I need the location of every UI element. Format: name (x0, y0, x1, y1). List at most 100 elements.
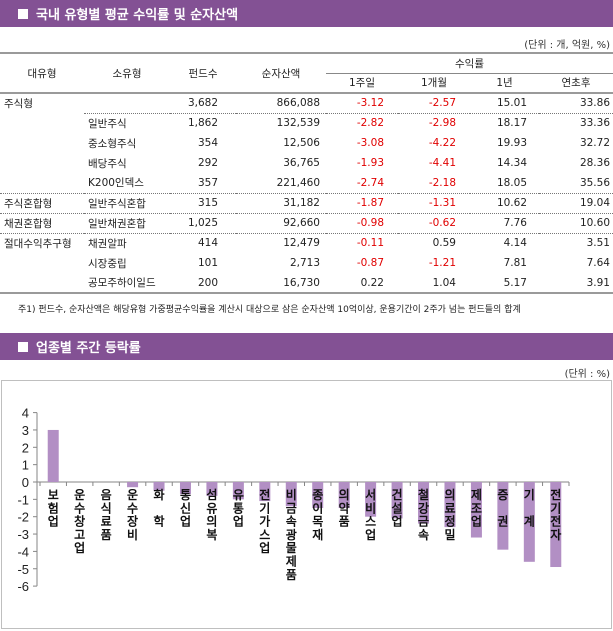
cell-return-1week: -2.74 (326, 173, 398, 194)
y-tick-label: 0 (22, 475, 29, 490)
cell-net-assets: 31,182 (236, 193, 326, 214)
x-category-label: 업 (365, 528, 376, 542)
x-category-label: 학 (154, 514, 165, 529)
x-category-label: 목 (312, 515, 323, 529)
cell-return-1month: -4.41 (428, 157, 456, 169)
x-category-label: 밀 (444, 528, 455, 542)
cell-return-1year: 19.93 (496, 137, 527, 149)
y-tick-label: 2 (22, 440, 29, 455)
cell-fund-count: 3,682 (170, 93, 236, 114)
x-category-label: 전 (259, 487, 270, 502)
cell-fund-count: 1,025 (170, 213, 236, 234)
footnote: 주1) 펀드수, 순자산액은 해당유형 가중평균수익률을 계산시 대상으로 삼은… (18, 305, 521, 315)
cell-minor-type: 일반주식혼합 (84, 193, 170, 214)
section-title-fund-returns: 국내 유형별 평균 수익률 및 순자산액 (0, 0, 613, 27)
cell-major-type (0, 173, 84, 194)
x-category-label: 복 (206, 528, 217, 542)
cell-major-type (0, 253, 84, 273)
x-category-label: 업 (233, 515, 244, 529)
cell-minor-type: 채권알파 (88, 237, 127, 250)
x-category-label: 운 (74, 487, 85, 502)
cell-minor-type: 일반주식 (88, 117, 127, 130)
cell-return-ytd: 33.86 (539, 93, 613, 114)
x-category-label: 금 (286, 501, 297, 515)
cell-major-type (0, 153, 84, 173)
cell-return-1week: -2.82 (356, 117, 384, 130)
cell-minor-type: 공모주하이일드 (84, 273, 170, 294)
x-category-label: 음 (101, 487, 112, 502)
cell-return-1year: 15.01 (470, 93, 539, 114)
bar-chart: 43210-1-2-3-4-5-6보험업운수창고업음식료품운수장비화학통신업섬유… (17, 406, 570, 594)
table-row: 일반주식 1,862 132,539 -2.82 -2.98 18.17 33.36 (0, 113, 613, 133)
x-category-label: 기 (550, 500, 561, 515)
x-category-label: 전 (550, 514, 561, 529)
cell-major-type: 주식혼합형 (0, 193, 84, 214)
x-category-label: 제 (286, 555, 297, 569)
table-row: 채권혼합형 일반채권혼합 1,025 92,660 -0.98 -0.62 7.76 10.6… (0, 213, 613, 234)
cell-return-1year: 18.05 (470, 173, 539, 194)
bar-철강금속 (418, 482, 430, 524)
cell-major-type: 채권혼합형 (0, 213, 84, 234)
cell-net-assets: 92,660 (236, 213, 326, 234)
x-category-label: 의 (206, 514, 217, 529)
cell-return-1month: -2.98 (428, 117, 456, 130)
x-category-label: 증 (497, 488, 508, 502)
x-category-label: 강 (418, 501, 429, 515)
cell-minor-type: 배당주식 (88, 157, 127, 170)
x-category-label: 철 (418, 487, 429, 502)
cell-fund-count: 1,862 (187, 117, 218, 130)
square-bullet-icon (18, 8, 28, 19)
y-tick-label: -3 (17, 527, 29, 542)
bar-섬유의복 (206, 482, 218, 496)
x-category-label: 료 (101, 515, 112, 529)
x-category-label: 속 (418, 528, 429, 542)
bar-운수장비 (127, 482, 139, 488)
x-category-label: 권 (497, 515, 508, 529)
x-category-label: 보 (48, 488, 59, 502)
x-category-label: 유 (206, 501, 217, 515)
x-category-label: 광 (286, 527, 297, 542)
header-returns-group: 수익률 (326, 52, 613, 74)
cell-return-1month: -1.31 (398, 193, 470, 214)
cell-net-assets: 16,730 (236, 273, 326, 294)
cell-fund-count: 354 (197, 137, 218, 149)
table-unit-label: (단위 : 개, 억원, %) (524, 40, 610, 51)
cell-minor-type: 시장중립 (88, 257, 127, 270)
cell-net-assets: 866,088 (236, 93, 326, 114)
x-category-label: 업 (471, 515, 482, 529)
cell-return-ytd: 33.36 (579, 117, 610, 130)
x-category-label: 제 (471, 488, 482, 502)
x-category-label: 약 (339, 500, 350, 515)
x-category-label: 품 (101, 528, 112, 542)
cell-fund-count: 292 (197, 157, 218, 169)
x-category-label: 금 (418, 515, 429, 529)
table-row: 주식혼합형 일반주식혼합 315 31,182 -1.87 -1.31 10.62 19.04 (0, 193, 613, 214)
cell-return-1week: -0.87 (356, 257, 384, 269)
chart-unit-label: (단위 : %) (564, 369, 610, 380)
x-category-label: 기 (259, 500, 270, 515)
square-bullet-icon (18, 341, 28, 352)
x-category-label: 의 (444, 487, 455, 502)
header-1month: 1개월 (398, 73, 470, 94)
cell-return-1year: 7.76 (470, 213, 539, 234)
table-row: 중소형주식 354 12,506 -3.08 -4.22 19.93 32.72 (0, 133, 613, 153)
cell-return-1year: 18.17 (496, 117, 527, 130)
cell-return-1month: -4.22 (428, 137, 456, 149)
cell-return-1year: 7.81 (503, 257, 527, 269)
x-category-label: 계 (524, 514, 535, 529)
cell-return-ytd: 7.64 (586, 257, 610, 269)
x-category-label: 가 (259, 514, 270, 529)
x-category-label: 업 (392, 515, 403, 529)
cell-major-type (0, 133, 84, 153)
cell-return-1month: -2.57 (398, 93, 470, 114)
cell-return-ytd: 19.04 (539, 193, 613, 214)
cell-fund-count: 414 (197, 237, 218, 250)
section-title-sector-returns: 업종별 주간 등락률 (0, 333, 613, 360)
y-tick-label: -6 (17, 579, 29, 594)
bar-기계 (523, 482, 535, 562)
cell-return-1year: 14.34 (496, 157, 527, 169)
y-tick-label: 1 (22, 458, 29, 473)
cell-fund-count: 357 (170, 173, 236, 194)
cell-return-1week: -1.87 (326, 193, 398, 214)
cell-return-1week: -1.93 (356, 157, 384, 169)
